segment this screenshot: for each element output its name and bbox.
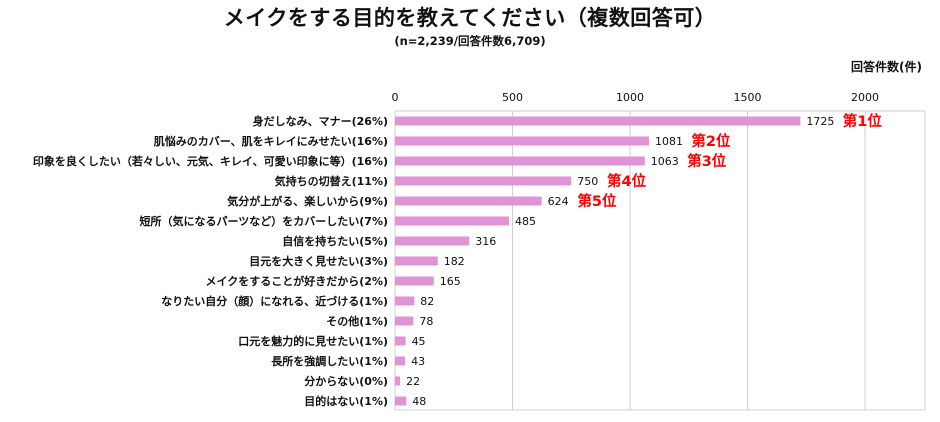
data-label: 1081 [655, 135, 683, 148]
category-label: 気持ちの切替え(11%) [275, 174, 388, 188]
bar [395, 136, 650, 146]
category-label: 身だしなみ、マナー(26%) [253, 114, 388, 128]
tick-label-1000: 1000 [616, 91, 644, 104]
category-label: 口元を魅力的に見せたい(1%) [238, 334, 388, 348]
rank-label: 第2位 [691, 132, 731, 150]
bar [395, 376, 401, 386]
bar [395, 156, 645, 166]
category-label: 肌悩みのカバー、肌をキレイにみせたい(16%) [153, 134, 388, 148]
bar [395, 336, 406, 346]
chart-title: メイクをする目的を教えてください（複数回答可） [223, 6, 717, 30]
rank-label: 第5位 [577, 192, 617, 210]
data-label: 750 [577, 175, 598, 188]
data-label: 165 [440, 275, 461, 288]
data-label: 1725 [806, 115, 834, 128]
bar [395, 236, 470, 246]
bar [395, 256, 438, 266]
bar [395, 316, 414, 326]
rank-label: 第1位 [843, 112, 883, 130]
tick-label-0: 0 [392, 91, 399, 104]
data-label: 22 [406, 375, 420, 388]
tick-label-2000: 2000 [851, 91, 879, 104]
data-label: 485 [515, 215, 536, 228]
category-label: なりたい自分（顔）になれる、近づける(1%) [161, 294, 388, 308]
category-label: 目的はない(1%) [304, 394, 388, 408]
category-label: 長所を強調したい(1%) [271, 354, 388, 368]
category-label: メイクをすることが好きだから(2%) [205, 274, 388, 288]
bar [395, 296, 415, 306]
bar [395, 216, 509, 226]
bar [395, 116, 801, 126]
data-label: 182 [444, 255, 465, 268]
category-label: 短所（気になるパーツなど）をカバーしたい(7%) [139, 214, 388, 228]
data-label: 82 [420, 295, 434, 308]
data-label: 624 [548, 195, 569, 208]
bar [395, 396, 407, 406]
bar [395, 356, 406, 366]
chart-subtitle: (n=2,239/回答件数6,709) [394, 34, 546, 48]
bar [395, 176, 572, 186]
data-label: 48 [412, 395, 426, 408]
data-label: 45 [412, 335, 426, 348]
bar [395, 196, 542, 206]
bar [395, 276, 434, 286]
category-label: 分からない(0%) [304, 374, 388, 388]
category-label: 印象を良くしたい（若々しい、元気、キレイ、可愛い印象に等）(16%) [33, 154, 388, 168]
rank-label: 第4位 [607, 172, 647, 190]
category-label: 自信を持ちたい(5%) [282, 234, 388, 248]
category-label: 気分が上がる、楽しいから(9%) [227, 194, 388, 208]
unit-label: 回答件数(件) [851, 60, 922, 74]
rank-label: 第3位 [687, 152, 727, 170]
category-label: 目元を大きく見せたい(3%) [249, 254, 388, 268]
category-label: その他(1%) [326, 314, 388, 328]
data-label: 316 [475, 235, 496, 248]
data-label: 78 [419, 315, 433, 328]
tick-label-500: 500 [502, 91, 523, 104]
tick-label-1500: 1500 [734, 91, 762, 104]
data-label: 43 [411, 355, 425, 368]
data-label: 1063 [651, 155, 679, 168]
